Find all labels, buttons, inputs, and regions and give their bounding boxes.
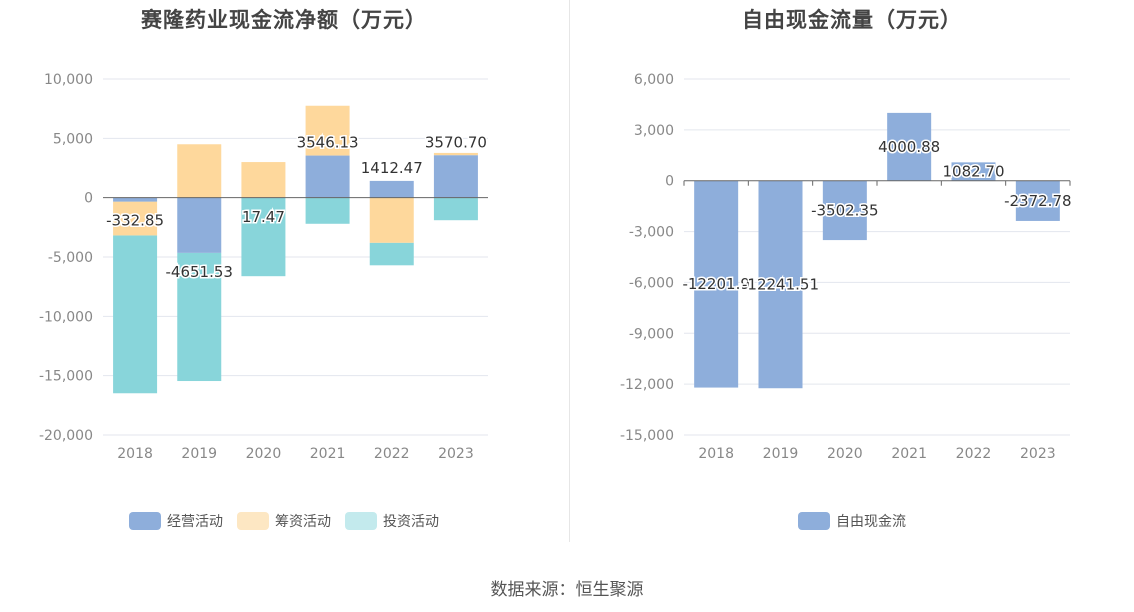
cashflow-net-chart: 10,000 5,000 0 -5,000 -10,000 -15,000 -20,000 2… xyxy=(39,72,488,462)
x-tick-label: 2023 xyxy=(438,446,474,462)
legend-swatch-financing xyxy=(237,512,269,530)
bar-free-cash[interactable] xyxy=(887,112,932,181)
data-label: 1412.47 xyxy=(361,159,423,177)
x-tick-label: 2022 xyxy=(374,446,410,462)
bar-financing[interactable] xyxy=(369,197,414,243)
bar-investing[interactable] xyxy=(241,197,286,277)
y-tick-label: -20,000 xyxy=(39,428,93,444)
y-tick-label: -15,000 xyxy=(39,369,93,385)
bar-operating[interactable] xyxy=(305,155,350,198)
x-tick-label: 2020 xyxy=(827,446,863,462)
bar-investing[interactable] xyxy=(177,252,222,382)
bar-operating[interactable] xyxy=(113,197,158,202)
legend-swatch-investing xyxy=(345,512,377,530)
x-tick-label: 2019 xyxy=(763,446,799,462)
data-label: 4000.88 xyxy=(878,138,940,156)
data-label: -332.85 xyxy=(106,212,164,230)
bar-financing[interactable] xyxy=(305,105,350,156)
data-label: -12241.51 xyxy=(742,275,819,293)
panel-divider xyxy=(569,0,570,542)
legend-label: 投资活动 xyxy=(383,514,439,530)
y-tick-label: -9,000 xyxy=(629,326,674,342)
y-tick-label: 5,000 xyxy=(53,131,93,147)
bar-investing[interactable] xyxy=(113,235,158,394)
bar-free-cash[interactable] xyxy=(1015,180,1060,221)
y-tick-label: -6,000 xyxy=(629,275,674,291)
x-tick-label: 2018 xyxy=(698,446,734,462)
chart-title: 自由现金流量（万元） xyxy=(742,8,962,32)
data-label: 1082.70 xyxy=(942,163,1004,181)
legend: 经营活动 筹资活动 投资活动 xyxy=(0,511,568,531)
data-source: 数据来源：恒生聚源 xyxy=(490,580,644,600)
legend: 自由现金流 xyxy=(570,511,1134,531)
bar-operating[interactable] xyxy=(177,197,222,253)
legend-item-free-cash[interactable]: 自由现金流 xyxy=(798,511,906,531)
x-tick-label: 2021 xyxy=(891,446,927,462)
bar-financing[interactable] xyxy=(433,152,478,156)
x-tick-label: 2022 xyxy=(956,446,992,462)
y-tick-label: 3,000 xyxy=(634,123,674,139)
legend-label: 筹资活动 xyxy=(275,514,331,530)
data-label: 3546.13 xyxy=(297,134,359,152)
bar-investing[interactable] xyxy=(369,242,414,266)
y-tick-label: -12,000 xyxy=(620,377,674,393)
data-label: -4651.53 xyxy=(166,263,233,281)
legend-swatch-free-cash xyxy=(798,512,830,530)
chart-title: 赛隆药业现金流净额（万元） xyxy=(141,8,427,32)
x-tick-label: 2020 xyxy=(246,446,282,462)
data-label: -12201.9 xyxy=(682,275,749,293)
bar-free-cash[interactable] xyxy=(694,180,739,388)
x-tick-label: 2018 xyxy=(117,446,153,462)
cashflow-net-panel: 赛隆药业现金流净额（万元） 10,000 5,000 0 -5,000 -10,000 -… xyxy=(0,0,568,545)
bar-financing[interactable] xyxy=(177,144,222,198)
legend-item-investing[interactable]: 投资活动 xyxy=(345,511,439,531)
y-tick-label: -3,000 xyxy=(629,225,674,241)
data-label: 3570.70 xyxy=(425,133,487,151)
bar-financing[interactable] xyxy=(241,162,286,198)
bar-investing[interactable] xyxy=(433,197,478,221)
data-label: -2372.78 xyxy=(1004,192,1071,210)
free-cash-flow-chart: 6,000 3,000 0 -3,000 -6,000 -9,000 -12,000 -15,… xyxy=(620,72,1073,462)
data-label: 17.47 xyxy=(242,208,285,226)
x-tick-label: 2021 xyxy=(310,446,346,462)
legend-item-operating[interactable]: 经营活动 xyxy=(129,511,223,531)
x-tick-label: 2019 xyxy=(181,446,217,462)
y-tick-label: -15,000 xyxy=(620,428,674,444)
bar-investing[interactable] xyxy=(305,197,350,224)
free-cash-flow-panel: 自由现金流量（万元） 6,000 3,000 0 -3,000 -6,000 -9,000… xyxy=(570,0,1134,545)
x-tick-label: 2023 xyxy=(1020,446,1056,462)
y-tick-label: 0 xyxy=(665,174,674,190)
y-tick-label: -5,000 xyxy=(48,250,93,266)
y-tick-label: 0 xyxy=(84,191,93,207)
bar-operating[interactable] xyxy=(433,155,478,198)
y-tick-label: 10,000 xyxy=(44,72,93,88)
legend-label: 经营活动 xyxy=(167,514,223,530)
bar-operating[interactable] xyxy=(369,180,414,198)
bar-free-cash[interactable] xyxy=(822,180,867,241)
data-label: -3502.35 xyxy=(811,201,878,219)
bar-free-cash[interactable] xyxy=(758,180,803,389)
bar-free-cash[interactable] xyxy=(951,162,996,181)
y-tick-label: 6,000 xyxy=(634,72,674,88)
legend-item-financing[interactable]: 筹资活动 xyxy=(237,511,331,531)
y-tick-label: -10,000 xyxy=(39,309,93,325)
legend-swatch-operating xyxy=(129,512,161,530)
legend-label: 自由现金流 xyxy=(836,514,906,530)
bar-financing[interactable] xyxy=(113,201,158,236)
